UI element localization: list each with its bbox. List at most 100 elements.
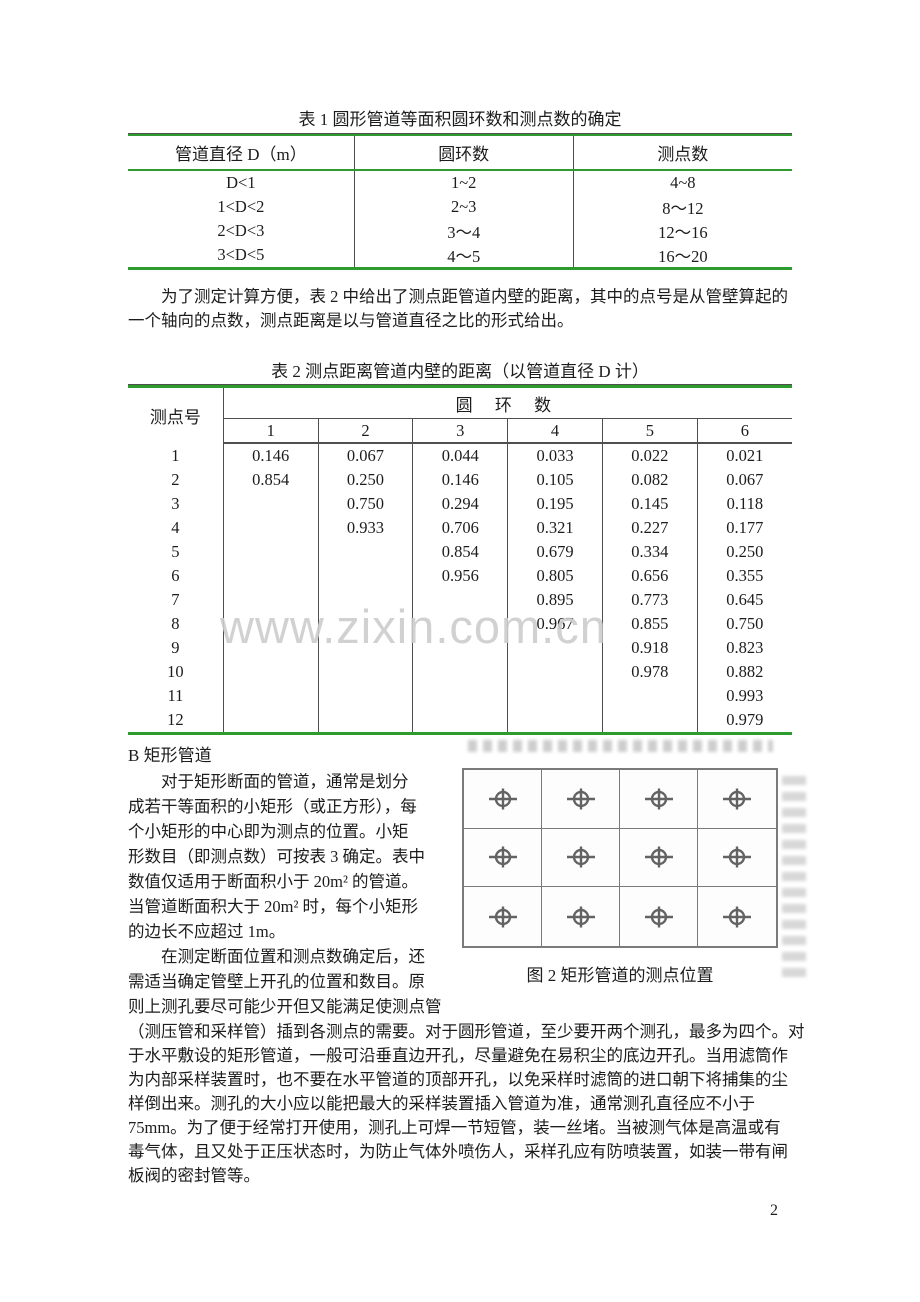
text-line: 在测定断面位置和测点数确定后，还 xyxy=(128,947,425,966)
table2-distance-cell xyxy=(222,636,319,660)
table2-distance-cell: 0.750 xyxy=(696,612,792,636)
table2-distance-cell: 0.022 xyxy=(601,443,698,468)
table2-distance-cell xyxy=(507,636,603,660)
table2-row: 10 0.978 0.882 xyxy=(128,660,792,684)
table2-row: 4 0.933 0.706 0.321 0.227 0.177 xyxy=(128,516,792,540)
table2-row: 1 0.146 0.067 0.044 0.033 0.022 0.021 xyxy=(128,443,792,468)
table2-distance-cell xyxy=(412,612,508,636)
table2-ring-number-header: 6 xyxy=(696,418,792,444)
table2-point-number: 5 xyxy=(171,542,180,561)
table2-distance-cell xyxy=(222,612,319,636)
table2-distance-cell xyxy=(222,516,319,540)
measure-point-cell xyxy=(464,828,542,888)
table2-distance-cell: 0.195 xyxy=(507,492,603,516)
section-b-left-column: 对于矩形断面的管道，通常是划分 成若干等面积的小矩形（或正方形），每 个小矩形的中心… xyxy=(128,769,458,1019)
table2-distance-cell: 0.854 xyxy=(222,468,319,492)
table2-distance-cell: 0.033 xyxy=(507,443,603,468)
table2-distance-cell: 0.021 xyxy=(696,443,792,468)
table2-row: 5 0.854 0.679 0.334 0.250 xyxy=(128,540,792,564)
crosshair-target-icon xyxy=(566,784,596,814)
table2-distance-cell xyxy=(222,660,319,684)
crosshair-target-icon xyxy=(722,842,752,872)
table2-distance-cell xyxy=(412,708,508,734)
text-line: 样倒出来。测孔的大小应以能把最大的采样装置插入管道为准，通常测孔直径应不小于 xyxy=(128,1094,755,1113)
measure-point-cell xyxy=(620,887,698,946)
table2-distance-cell xyxy=(222,540,319,564)
table2-row: 2 0.854 0.250 0.146 0.105 0.082 0.067 xyxy=(128,468,792,492)
table2-ring-number-header: 1 xyxy=(223,418,319,444)
table2-point-number: 9 xyxy=(171,638,180,657)
text-line: 数值仅适用于断面积小于 20m² 的管道。 xyxy=(128,872,419,891)
table2-distance-cell: 0.334 xyxy=(601,540,698,564)
text-line: 一个轴向的点数，测点距离是以与管道直径之比的形式给出。 xyxy=(128,311,574,330)
crosshair-target-icon xyxy=(566,842,596,872)
crosshair-target-icon xyxy=(644,842,674,872)
table2-title: 表 2 测点距离管道内壁的距离（以管道直径 D 计） xyxy=(271,362,649,381)
table2-distance-cell: 0.067 xyxy=(696,468,792,492)
table2-distance-cell: 0.805 xyxy=(507,564,603,588)
table2-distance-cell xyxy=(222,492,319,516)
crosshair-target-icon xyxy=(644,784,674,814)
text-line: 毒气体，且又处于正压状态时，为防止气体外喷伤人，采样孔应有防喷装置，如装一带有闸 xyxy=(128,1142,788,1161)
table2-distance-cell: 0.967 xyxy=(507,612,603,636)
text-line: 则上测孔要尽可能少开但又能满足使测点管 xyxy=(128,997,442,1016)
table2-distance-cell xyxy=(222,588,319,612)
table1-wrapper: 管道直径 D（m） 圆环数 测点数 D<1 1~2 4~8 1<D<2 2~3 8～12 2<D… xyxy=(128,133,792,270)
table1-column-header: 圆环数 xyxy=(353,135,574,171)
table1-row: 3<D<5 4～5 16～20 xyxy=(128,243,792,269)
table2-distance-cell: 0.895 xyxy=(507,588,603,612)
table1-row: D<1 1~2 4~8 xyxy=(128,170,792,195)
table2-distance-cell xyxy=(222,684,319,708)
text-line: 对于矩形断面的管道，通常是划分 xyxy=(128,772,409,791)
table2-distance-cell xyxy=(317,684,413,708)
table2-distance-cell: 0.854 xyxy=(412,540,508,564)
table2-distance-cell: 0.082 xyxy=(601,468,698,492)
text-line: 为内部采样装置时，也不要在水平管道的顶部开孔，以免采样时滤筒的进口朝下将捕集的尘 xyxy=(128,1070,788,1089)
table1-cell: D<1 xyxy=(226,173,256,192)
table2-distance-cell xyxy=(601,708,698,734)
section-b-heading: B 矩形管道 xyxy=(128,746,212,765)
table2-row: 12 0.979 xyxy=(128,708,792,734)
text-line: 板阀的密封管等。 xyxy=(128,1166,260,1185)
table2-ring-number-header: 2 xyxy=(317,418,413,444)
table2-distance-cell xyxy=(412,588,508,612)
text-line: （测压管和采样管）插到各测点的需要。对于圆形管道，至少要开两个测孔，最多为四个。… xyxy=(128,1022,805,1041)
table1-cell: 8～12 xyxy=(572,195,792,219)
table1-column-header: 测点数 xyxy=(572,135,792,171)
table2-distance-cell: 0.294 xyxy=(412,492,508,516)
table2-distance-cell xyxy=(317,564,413,588)
crosshair-target-icon xyxy=(722,902,752,932)
table2-point-number: 4 xyxy=(171,518,180,537)
table2-distance-cell xyxy=(412,660,508,684)
table2-distance-cell: 0.321 xyxy=(507,516,603,540)
table2-distance-cell: 0.933 xyxy=(317,516,413,540)
table1-cell: 2~3 xyxy=(353,195,574,219)
table2-corner-header: 测点号 xyxy=(128,386,224,443)
table2-distance-cell xyxy=(317,660,413,684)
measure-point-cell xyxy=(698,770,776,829)
table2-point-number: 7 xyxy=(171,590,180,609)
table2-distance-cell xyxy=(412,636,508,660)
table2-ring-number-header: 3 xyxy=(412,418,508,444)
crosshair-target-icon xyxy=(644,902,674,932)
table2-row: 11 0.993 xyxy=(128,684,792,708)
table2-distance-cell xyxy=(412,684,508,708)
table1-header-row: 管道直径 D（m） 圆环数 测点数 xyxy=(128,135,792,171)
crosshair-target-icon xyxy=(488,842,518,872)
table2-distance-cell: 0.979 xyxy=(696,708,792,734)
table2-distance-cell xyxy=(601,684,698,708)
table2-distance-cell: 0.750 xyxy=(317,492,413,516)
text-line: 当管道断面积大于 20m² 时，每个小矩形 xyxy=(128,897,419,916)
bleed-through-artifact xyxy=(468,740,773,752)
body-text-full-width: （测压管和采样管）插到各测点的需要。对于圆形管道，至少要开两个测孔，最多为四个。… xyxy=(128,1020,818,1188)
table2-distance-cell xyxy=(317,612,413,636)
table2-row: 3 0.750 0.294 0.195 0.145 0.118 xyxy=(128,492,792,516)
text-line: 需适当确定管壁上开孔的位置和数目。原 xyxy=(128,972,425,991)
table2-distance-cell: 0.250 xyxy=(317,468,413,492)
table2-distance-cell: 0.993 xyxy=(696,684,792,708)
table2-distance-cell: 0.145 xyxy=(601,492,698,516)
table2-distance-cell xyxy=(222,564,319,588)
table2-distance-cell: 0.855 xyxy=(601,612,698,636)
